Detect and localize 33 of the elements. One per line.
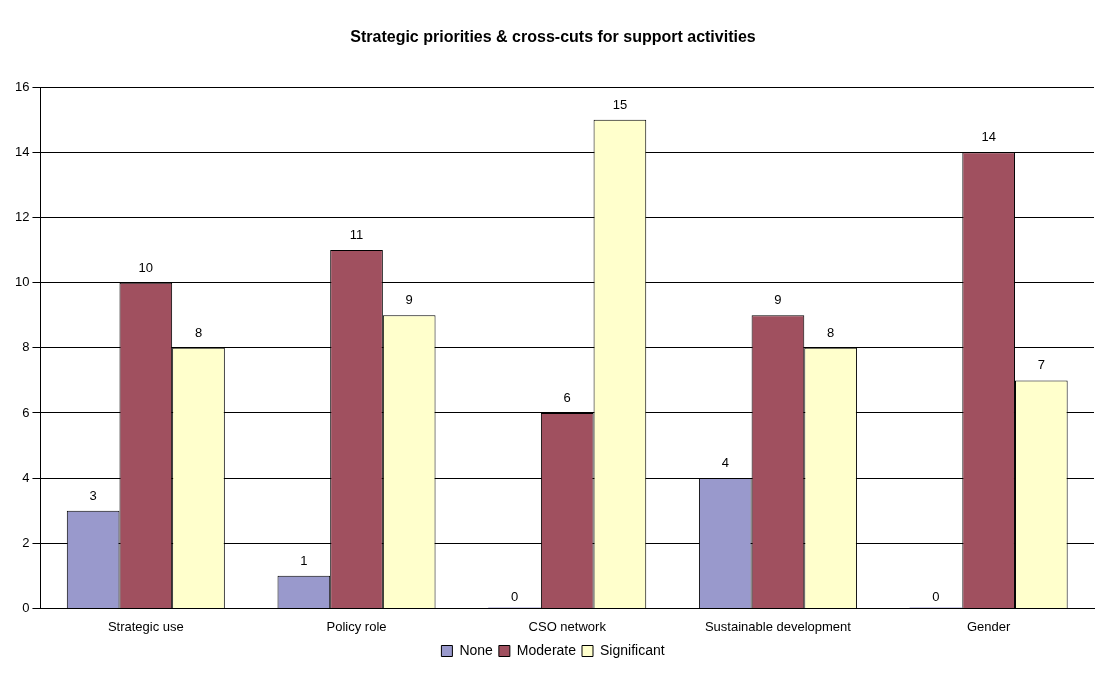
data-label: 8	[827, 324, 835, 340]
x-tick-label: Strategic use	[107, 618, 184, 634]
legend-label: Significant	[600, 641, 665, 658]
y-tick-label: 16	[14, 78, 30, 94]
x-tick-label: Policy role	[326, 618, 387, 634]
y-tick-label: 8	[22, 339, 30, 355]
data-label: 14	[981, 129, 996, 145]
data-label: 15	[612, 96, 628, 112]
data-label: 6	[563, 390, 571, 406]
y-tick-label: 10	[14, 274, 30, 290]
data-label: 3	[89, 487, 97, 503]
data-label: 0	[932, 589, 940, 605]
data-label: 1	[300, 552, 308, 568]
data-label: 10	[138, 259, 154, 275]
x-tick-label: Gender	[966, 618, 1011, 634]
x-tick-label: Sustainable development	[704, 618, 852, 634]
data-label: 8	[194, 324, 203, 340]
y-tick-label: 14	[14, 143, 30, 159]
y-tick-label: 6	[22, 404, 30, 420]
legend-label: Moderate	[516, 641, 577, 658]
y-tick-label: 2	[22, 534, 30, 550]
data-label: 11	[349, 227, 364, 243]
data-label: 9	[774, 292, 782, 308]
data-label: 4	[721, 455, 729, 471]
data-label: 9	[405, 292, 413, 308]
chart-title: Strategic priorities & cross-cuts for support activities	[350, 28, 756, 46]
y-tick-label: 0	[22, 599, 30, 615]
data-label: 0	[510, 589, 519, 605]
y-tick-label: 12	[14, 209, 30, 225]
data-label: 7	[1037, 357, 1045, 373]
y-tick-label: 4	[22, 469, 30, 485]
x-tick-label: CSO network	[528, 618, 607, 634]
legend-label: None	[459, 641, 494, 658]
